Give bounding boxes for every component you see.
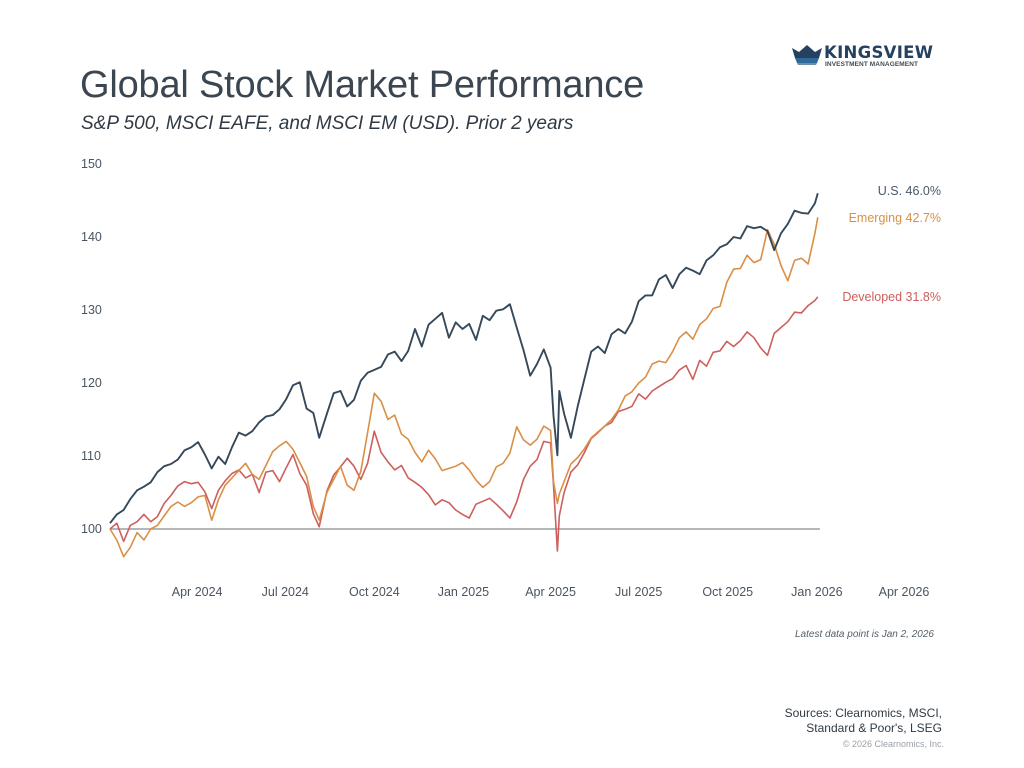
series-line-developed <box>109 296 819 552</box>
x-tick-label: Jul 2025 <box>615 585 662 599</box>
end-label-emerging: Emerging 42.7% <box>849 211 941 225</box>
copyright: © 2026 Clearnomics, Inc. <box>842 739 944 749</box>
kingsview-logo: KINGSVIEW INVESTMENT MANAGEMENT <box>792 43 934 70</box>
latest-data-note: Latest data point is Jan 2, 2026 <box>795 629 934 640</box>
crown-logo-icon <box>792 45 822 65</box>
x-axis: Apr 2024 Jul 2024 Oct 2024 Jan 2025 Apr 2025… <box>172 585 930 599</box>
series-line-us <box>109 192 819 524</box>
y-axis: 100 110 120 130 140 150 <box>81 157 102 536</box>
x-tick-label: Apr 2025 <box>525 585 576 599</box>
x-tick-label: Jan 2026 <box>791 585 842 599</box>
series-line-emerging <box>109 217 819 558</box>
y-tick-label: 150 <box>81 157 102 171</box>
page-title: Global Stock Market Performance <box>80 64 645 106</box>
sources: Sources: Clearnomics, MSCI, Standard & P… <box>785 706 942 736</box>
series-lines <box>109 192 819 558</box>
y-tick-label: 130 <box>81 303 102 317</box>
x-tick-label: Jul 2024 <box>262 585 309 599</box>
end-label-developed: Developed 31.8% <box>842 290 941 304</box>
x-tick-label: Apr 2024 <box>172 585 223 599</box>
x-tick-label: Oct 2025 <box>702 585 753 599</box>
y-tick-label: 110 <box>81 449 101 463</box>
x-tick-label: Apr 2026 <box>879 585 930 599</box>
end-labels: U.S. 46.0% Emerging 42.7% Developed 31.8% <box>842 184 941 304</box>
x-tick-label: Oct 2024 <box>349 585 400 599</box>
y-tick-label: 120 <box>81 376 102 390</box>
end-label-us: U.S. 46.0% <box>878 184 941 198</box>
x-tick-label: Jan 2025 <box>438 585 489 599</box>
logo-name: KINGSVIEW <box>824 43 934 62</box>
logo-tagline: INVESTMENT MANAGEMENT <box>825 61 919 68</box>
sources-line-1: Sources: Clearnomics, MSCI, <box>784 706 942 720</box>
y-tick-label: 100 <box>81 522 102 536</box>
page-subtitle: S&P 500, MSCI EAFE, and MSCI EM (USD). P… <box>81 113 574 134</box>
sources-line-2: Standard & Poor's, LSEG <box>806 721 942 735</box>
y-tick-label: 140 <box>81 230 102 244</box>
